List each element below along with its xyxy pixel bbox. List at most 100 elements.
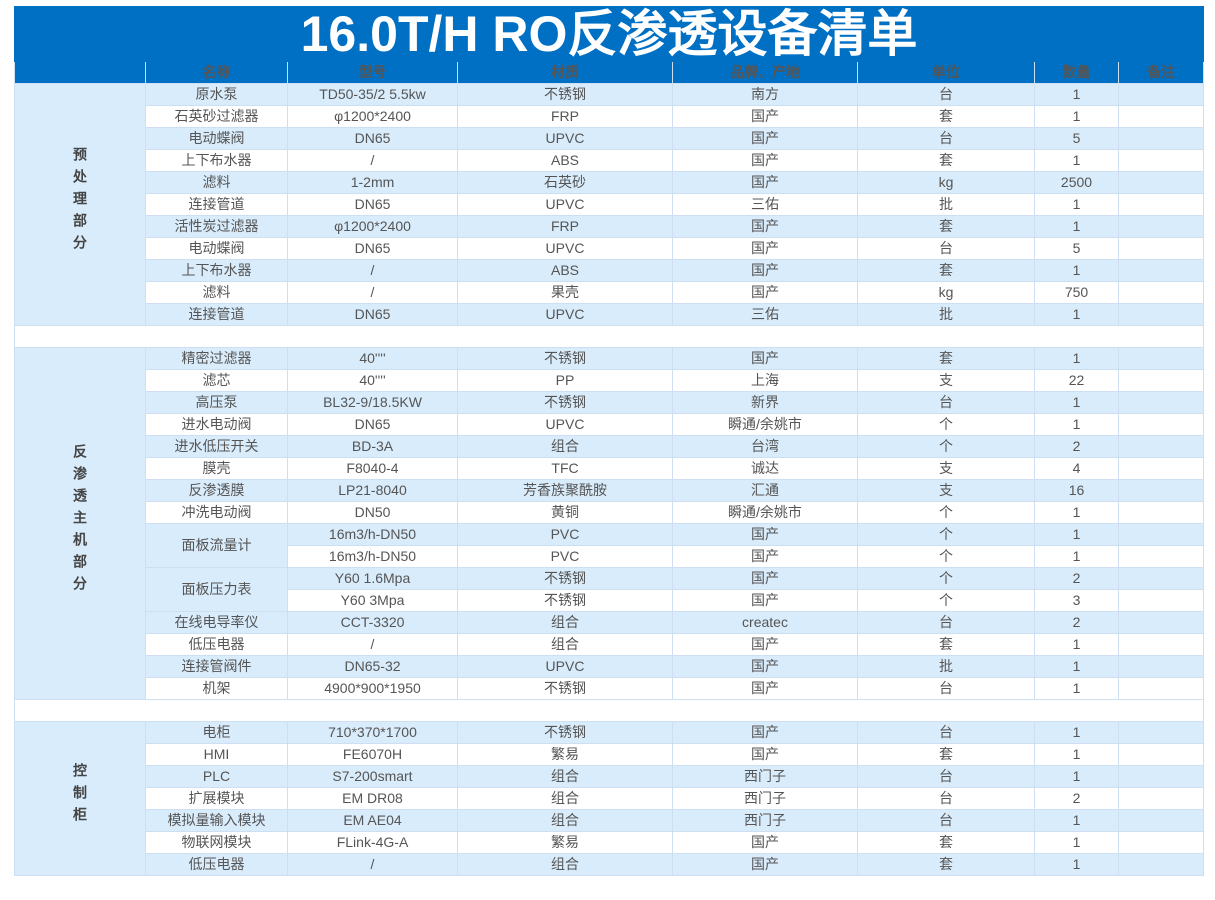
cell-qty: 750 (1034, 281, 1119, 304)
cell-brand: 国产 (672, 127, 858, 150)
cell-qty: 1 (1034, 853, 1119, 876)
cell-name: 精密过滤器 (145, 347, 288, 370)
cell-qty: 2 (1034, 435, 1119, 458)
table-row: 连接管道 DN65 UPVC 三佑批 1 (15, 303, 1204, 326)
cell-material: PVC (457, 545, 673, 568)
cell-note (1118, 655, 1204, 678)
column-header-unit: 单位 (857, 61, 1035, 84)
cell-unit: 套 (857, 831, 1035, 854)
category-cell: 控制柜 (14, 721, 146, 876)
cell-note (1118, 83, 1204, 106)
cell-model: BL32-9/18.5KW (287, 391, 458, 414)
cell-unit: 台 (857, 765, 1035, 788)
cell-brand: 国产 (672, 171, 858, 194)
cell-unit: 套 (857, 633, 1035, 656)
cell-name: 物联网模块 (145, 831, 288, 854)
cell-name: 膜壳 (145, 457, 288, 480)
cell-unit: 个 (857, 567, 1035, 590)
cell-model: 16m3/h-DN50 (287, 545, 458, 568)
cell-brand: 上海 (672, 369, 858, 392)
cell-name: 低压电器 (145, 633, 288, 656)
cell-qty: 5 (1034, 237, 1119, 260)
cell-name: 滤料 (145, 171, 288, 194)
cell-brand: 国产 (672, 523, 858, 546)
cell-material: 繁易 (457, 831, 673, 854)
cell-material: UPVC (457, 413, 673, 436)
cell-note (1118, 171, 1204, 194)
cell-brand: 瞬通/余姚市 (672, 501, 858, 524)
column-header-qty: 数量 (1034, 61, 1119, 84)
spacer-cell (14, 325, 1204, 348)
cell-brand: 西门子 (672, 765, 858, 788)
cell-brand: createc (672, 611, 858, 634)
cell-note (1118, 127, 1204, 150)
cell-name: 上下布水器 (145, 259, 288, 282)
cell-qty: 2 (1034, 787, 1119, 810)
cell-unit: 台 (857, 83, 1035, 106)
cell-note (1118, 743, 1204, 766)
cell-name: 进水低压开关 (145, 435, 288, 458)
cell-material: UPVC (457, 127, 673, 150)
cell-qty: 1 (1034, 259, 1119, 282)
cell-qty: 22 (1034, 369, 1119, 392)
cell-name: 石英砂过滤器 (145, 105, 288, 128)
cell-brand: 南方 (672, 83, 858, 106)
cell-unit: 台 (857, 809, 1035, 832)
cell-name: 连接管阀件 (145, 655, 288, 678)
cell-material: 组合 (457, 787, 673, 810)
title-row: 16.0T/H RO反渗透设备清单 (14, 6, 1204, 62)
cell-brand: 国产 (672, 677, 858, 700)
cell-unit: 批 (857, 303, 1035, 326)
cell-material: 不锈钢 (457, 721, 673, 744)
cell-material: UPVC (457, 655, 673, 678)
cell-model: DN65 (287, 413, 458, 436)
cell-material: 不锈钢 (457, 677, 673, 700)
cell-material: 组合 (457, 633, 673, 656)
table-row: 高压泵 BL32-9/18.5KW 不锈钢 新界台 1 (15, 391, 1204, 414)
cell-material: 黄铜 (457, 501, 673, 524)
cell-note (1118, 369, 1204, 392)
cell-material: 不锈钢 (457, 589, 673, 612)
cell-material: 不锈钢 (457, 83, 673, 106)
cell-material: 组合 (457, 809, 673, 832)
cell-qty: 16 (1034, 479, 1119, 502)
cell-qty: 1 (1034, 523, 1119, 546)
cell-qty: 1 (1034, 677, 1119, 700)
cell-model: DN65 (287, 127, 458, 150)
cell-model: 40'''' (287, 347, 458, 370)
cell-qty: 1 (1034, 303, 1119, 326)
cell-model: / (287, 149, 458, 172)
table-row: 模拟量输入模块 EM AE04 组合 西门子台 1 (15, 809, 1204, 832)
cell-note (1118, 523, 1204, 546)
cell-model: / (287, 853, 458, 876)
cell-model: φ1200*2400 (287, 105, 458, 128)
category-cell: 反渗透主机部分 (14, 347, 146, 700)
table-row: HMI FE6070H 繁易 国产套 1 (15, 743, 1204, 766)
cell-note (1118, 545, 1204, 568)
cell-name: 低压电器 (145, 853, 288, 876)
table-row: 连接管道 DN65 UPVC 三佑批 1 (15, 193, 1204, 216)
table-row: 膜壳 F8040-4 TFC 诚达支 4 (15, 457, 1204, 480)
cell-name: 电柜 (145, 721, 288, 744)
table-row: 滤芯 40'''' PP 上海支 22 (15, 369, 1204, 392)
cell-brand: 国产 (672, 721, 858, 744)
cell-qty: 1 (1034, 83, 1119, 106)
cell-brand: 国产 (672, 853, 858, 876)
cell-note (1118, 259, 1204, 282)
cell-unit: 台 (857, 237, 1035, 260)
cell-note (1118, 611, 1204, 634)
cell-name: 模拟量输入模块 (145, 809, 288, 832)
cell-brand: 国产 (672, 215, 858, 238)
cell-qty: 1 (1034, 391, 1119, 414)
spacer-row (14, 325, 1204, 348)
table-row: 进水低压开关 BD-3A 组合 台湾个 2 (15, 435, 1204, 458)
cell-unit: 支 (857, 457, 1035, 480)
cell-note (1118, 809, 1204, 832)
cell-name: 在线电导率仪 (145, 611, 288, 634)
table-row: 滤料 / 果壳 国产 kg 750 (15, 281, 1204, 304)
cell-brand: 国产 (672, 655, 858, 678)
cell-model: CCT-3320 (287, 611, 458, 634)
table-row: 预处理部分 原水泵 TD50-35/2 5.5kw 不锈钢 南方台 1 (14, 83, 1204, 326)
cell-brand: 西门子 (672, 809, 858, 832)
cell-unit: 个 (857, 523, 1035, 546)
